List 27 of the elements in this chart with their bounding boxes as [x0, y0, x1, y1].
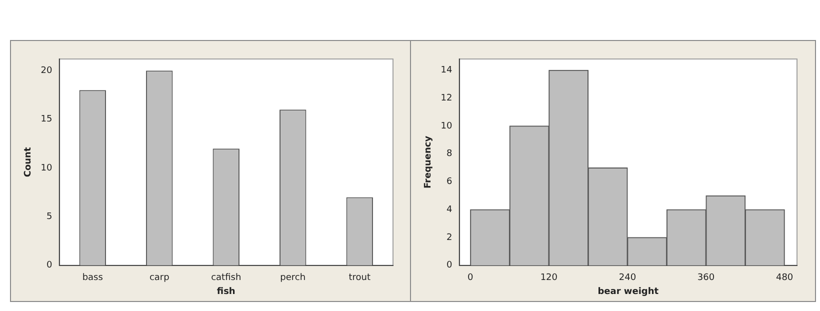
- y-tick-label: 6: [446, 177, 453, 188]
- x-tick-label: perch: [280, 273, 306, 284]
- y-tick-label: 4: [446, 204, 453, 215]
- x-tick-label: 0: [468, 273, 474, 284]
- x-tick-label: 120: [540, 273, 558, 284]
- x-tick-label: catfish: [211, 273, 242, 284]
- y-tick-label: 20: [40, 66, 53, 76]
- x-tick-label: 360: [697, 273, 715, 284]
- y-tick-label: 0: [446, 260, 453, 271]
- x-axis-title: bear weight: [598, 286, 660, 297]
- y-tick-label: 2: [446, 232, 452, 243]
- y-axis-title: Frequency: [424, 136, 434, 189]
- y-tick-label: 10: [40, 163, 53, 174]
- y-tick-label: 0: [46, 260, 53, 271]
- x-tick-label: 240: [618, 273, 636, 284]
- x-axis-title: fish: [216, 286, 236, 297]
- y-tick-label: 15: [40, 114, 52, 125]
- y-tick-label: 10: [440, 121, 453, 132]
- y-axis-title: Count: [24, 146, 34, 178]
- y-tick-label: 5: [46, 212, 52, 222]
- y-tick-label: 8: [446, 149, 453, 160]
- x-tick-label: carp: [149, 273, 170, 284]
- y-tick-label: 12: [440, 93, 452, 104]
- x-tick-label: bass: [82, 273, 104, 284]
- x-tick-label: trout: [348, 273, 371, 284]
- y-tick-label: 14: [440, 66, 453, 76]
- x-tick-label: 480: [776, 273, 794, 284]
